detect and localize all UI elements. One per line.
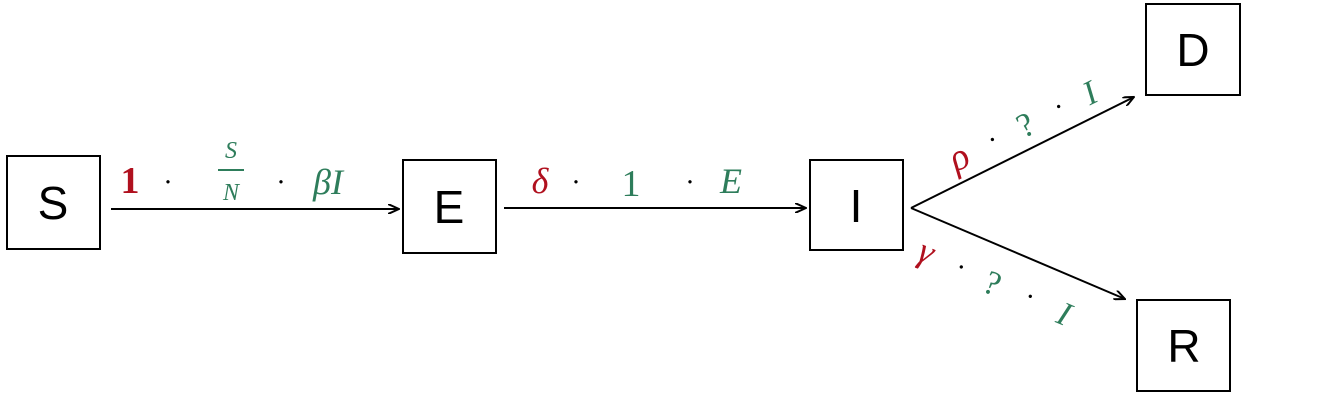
fraction-denominator: N [222,180,241,206]
arrow-i-to-r [910,207,1125,299]
node-i-label: I [850,180,863,232]
rate-coefficient: δ [532,161,550,201]
rate-middle-factor: ? [978,264,1006,304]
node-d-label: D [1176,24,1209,76]
node-r: R [1136,299,1231,392]
rate-label-i-to-d: ρ · ? · I [940,74,1105,181]
fraction-numerator: S [225,138,237,164]
multiply-dot: · [983,125,1004,156]
multiply-dot: · [164,168,172,198]
rate-term: I [1051,295,1078,335]
multiply-dot: · [572,168,580,198]
node-e-label: E [434,181,465,233]
rate-coefficient: γ [912,230,941,273]
multiply-dot: · [1049,92,1070,123]
node-i: I [809,159,904,251]
arrow-i-to-d [910,97,1134,209]
rate-term: E [719,161,742,201]
rate-label-e-to-i: δ · 1 · E [532,161,742,205]
rate-term: I [1076,74,1105,113]
node-d: D [1145,3,1241,96]
rate-coefficient: ρ [940,134,976,180]
node-e: E [402,159,497,254]
rate-label-i-to-r: γ · ? · I [912,230,1078,335]
rate-middle-factor: 1 [622,163,641,205]
node-s-label: S [38,177,69,229]
multiply-dot: · [686,168,694,198]
rate-middle-factor: ? [1011,106,1041,146]
node-s: S [6,155,101,250]
multiply-dot: · [277,168,285,198]
multiply-dot: · [951,253,970,284]
rate-coefficient: 1 [121,160,140,202]
rate-label-s-to-e: 1 · S N · βI [121,138,345,206]
rate-term: βI [312,162,345,202]
node-r-label: R [1167,320,1200,372]
multiply-dot: · [1020,282,1039,313]
